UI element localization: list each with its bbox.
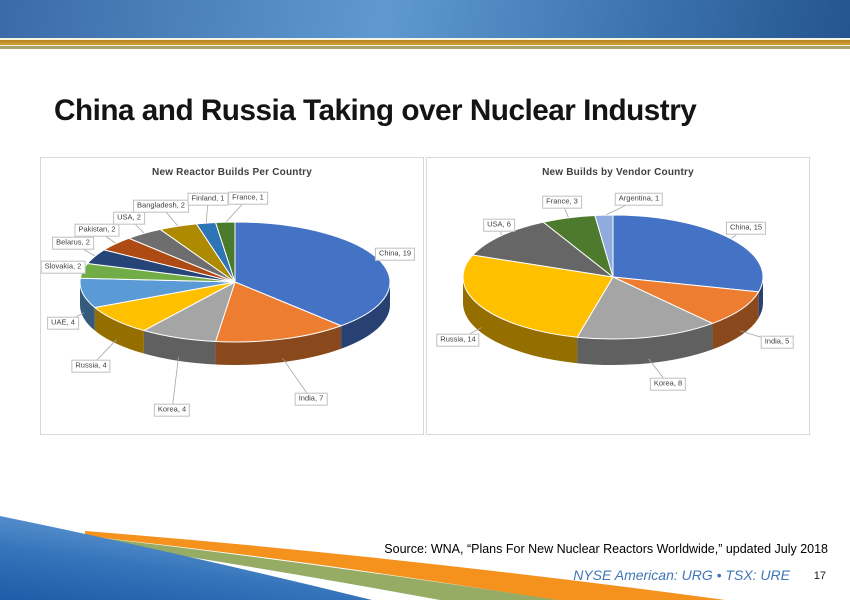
pie-slice-korea — [576, 276, 713, 340]
pie-slice-side-india — [215, 325, 342, 365]
pie-slice-india — [215, 281, 342, 343]
pie-slice-argentina — [594, 214, 614, 278]
pie-slice-france — [215, 221, 236, 283]
pie-chart-vendor-country — [457, 198, 778, 385]
pie-label-india: India, 5 — [760, 335, 794, 349]
header-stripe-cream — [0, 38, 850, 40]
pie-label-bangladesh: Bangladesh, 2 — [133, 199, 189, 213]
pie-label-finland: Finland, 1 — [187, 192, 229, 206]
pie-slice-side-russia — [94, 307, 144, 354]
pie-label-usa: USA, 6 — [483, 218, 515, 232]
pie-slice-side-russia — [463, 277, 578, 364]
pie-slice-russia — [462, 254, 614, 338]
pie-slice-side-india — [712, 291, 759, 350]
chart-title-left: New Reactor Builds Per Country — [152, 167, 312, 178]
chart-title-right: New Builds by Vendor Country — [542, 167, 694, 178]
header-stripe-gold — [0, 40, 850, 45]
source-text: Source: WNA, “Plans For New Nuclear Reac… — [384, 542, 828, 556]
chart-panel-vendor-country: New Builds by Vendor Country China, 15 In… — [426, 157, 810, 435]
pie-label-china: China, 15 — [725, 221, 767, 235]
pie-slice-side-china — [341, 282, 390, 349]
pie-label-uae: UAE, 4 — [47, 316, 79, 330]
pie-label-russia: Russia, 4 — [71, 359, 111, 373]
pie-slice-china — [612, 214, 764, 293]
pie-label-belarus: Belarus, 2 — [52, 236, 94, 250]
swoosh-green-band — [85, 536, 558, 600]
pie-label-pakistan: Pakistan, 2 — [74, 223, 120, 237]
pie-label-usa: USA, 2 — [113, 211, 145, 225]
pie-label-leader-india — [282, 357, 312, 400]
swoosh-orange-band — [85, 531, 725, 600]
pie-slice-side-korea — [577, 323, 713, 365]
pie-slice-side-china — [758, 277, 763, 318]
header-stripe-cream-thin — [0, 45, 850, 46]
pie-label-slovakia: Slovakia, 2 — [40, 260, 86, 274]
pie-slice-india — [612, 276, 760, 324]
bottom-swoosh-decoration — [0, 516, 725, 600]
chart-panel-reactor-builds: New Reactor Builds Per Country China, 19… — [40, 157, 424, 435]
ticker-text: NYSE American: URG • TSX: URE — [573, 567, 790, 583]
pie-slice-side-uae — [80, 282, 95, 331]
slide-title: China and Russia Taking over Nuclear Ind… — [54, 94, 697, 128]
pie-slice-usa — [472, 221, 614, 278]
pie-label-korea: Korea, 8 — [649, 377, 687, 391]
page-number: 17 — [813, 570, 826, 582]
pie-label-france: France, 3 — [542, 195, 582, 209]
header-bar — [0, 0, 850, 38]
pie-chart-reactor-builds — [62, 197, 396, 411]
charts-row: New Reactor Builds Per Country China, 19… — [40, 157, 810, 435]
pie-label-france: France, 1 — [228, 191, 268, 205]
pie-label-china: China, 19 — [374, 247, 416, 261]
swoosh-blue-band — [0, 516, 372, 600]
pie-label-leader-korea — [171, 356, 179, 411]
pie-label-russia: Russia, 14 — [436, 333, 480, 347]
pie-label-india: India, 7 — [294, 392, 328, 406]
header-stripe-olive — [0, 46, 850, 49]
pie-slice-side-korea — [143, 330, 216, 365]
pie-label-argentina: Argentina, 1 — [614, 192, 664, 206]
pie-label-korea: Korea, 4 — [153, 403, 191, 417]
